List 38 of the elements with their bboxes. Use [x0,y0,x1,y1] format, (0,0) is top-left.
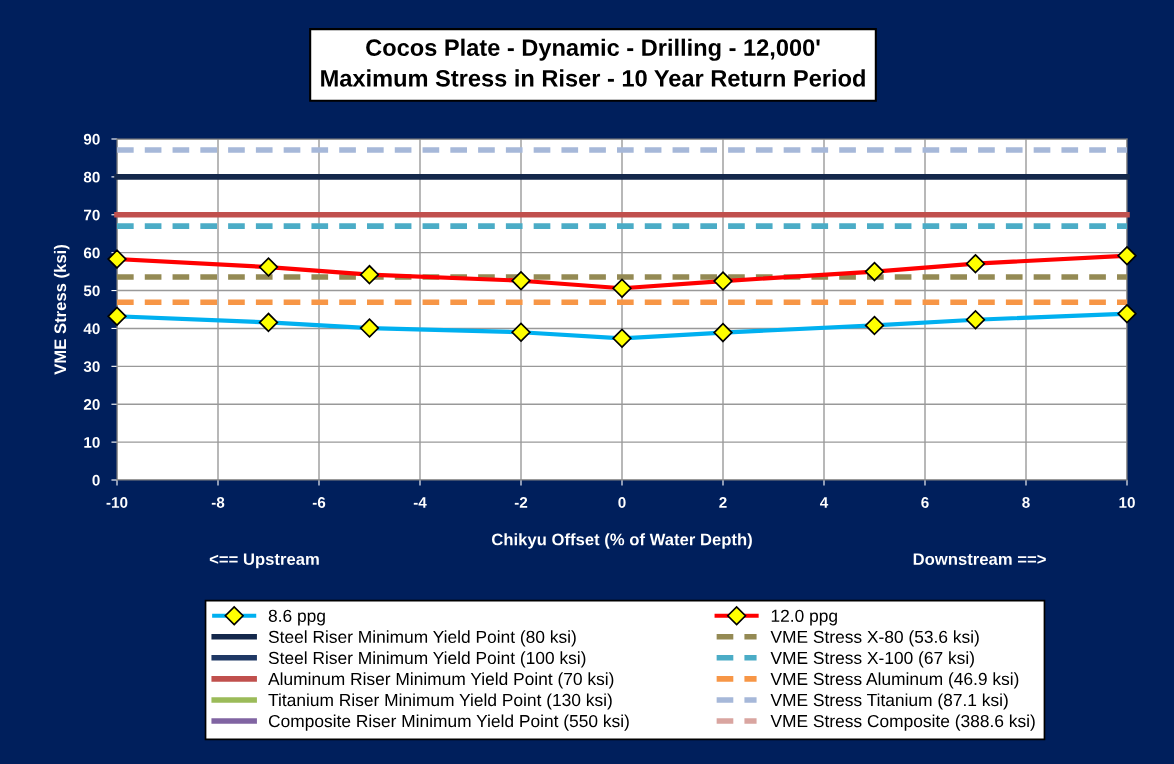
x-tick-label: -6 [312,497,326,508]
legend-label: 8.6 ppg [268,609,325,626]
x-tick-label: -8 [211,497,225,508]
legend-label: Steel Riser Minimum Yield Point (100 ksi) [268,651,586,668]
legend-label: VME Stress Titanium (87.1 ksi) [770,693,1008,710]
legend-label: Titanium Riser Minimum Yield Point (130 ksi) [268,693,612,710]
y-tick-label: 50 [83,285,100,297]
legend-label: VME Stress X-80 (53.6 ksi) [770,630,979,647]
legend-label: Steel Riser Minimum Yield Point (80 ksi) [268,630,576,647]
x-tick-label: -4 [413,497,427,508]
x-tick-label: 8 [1022,497,1030,508]
legend-label: Composite Riser Minimum Yield Point (550 ksi) [268,714,629,731]
y-tick-label: 10 [84,436,100,448]
legend-label: VME Stress Composite (388.6 ksi) [770,714,1035,731]
y-tick-label: 20 [83,399,100,410]
x-tick-label: -2 [514,497,528,508]
y-tick-label: 30 [83,361,100,373]
y-tick-label: 60 [83,247,100,259]
y-axis-title: VME Stress (ksi) [53,245,70,375]
y-tick-label: 70 [84,209,100,221]
x-tick-label: 4 [819,497,829,508]
legend-label: Aluminum Riser Minimum Yield Point (70 ksi) [268,672,614,689]
x-tick-label: 2 [719,497,727,508]
legend-label: 12.0 ppg [771,609,837,626]
text: <== Upstream [209,553,319,569]
x-tick-label: -10 [106,497,128,508]
text: Downstream ==> [913,553,1046,566]
x-tick-label: 6 [921,497,929,508]
y-tick-label: 80 [83,171,100,183]
x-axis-title: Chikyu Offset (% of Water Depth) [491,533,752,549]
legend-label: VME Stress Aluminum (46.9 ksi) [770,672,1019,689]
legend-label: VME Stress X-100 (67 ksi) [770,651,974,668]
y-tick-label: 90 [83,133,100,145]
y-tick-label: 0 [92,474,100,486]
x-tick-label: 0 [618,497,626,508]
y-tick-label: 40 [83,323,100,335]
x-tick-label: 10 [1119,497,1135,508]
chart-title: Cocos Plate - Dynamic - Drilling - 12,000' Maximum Stress in Riser - 10 Year Return Period [321,38,865,87]
